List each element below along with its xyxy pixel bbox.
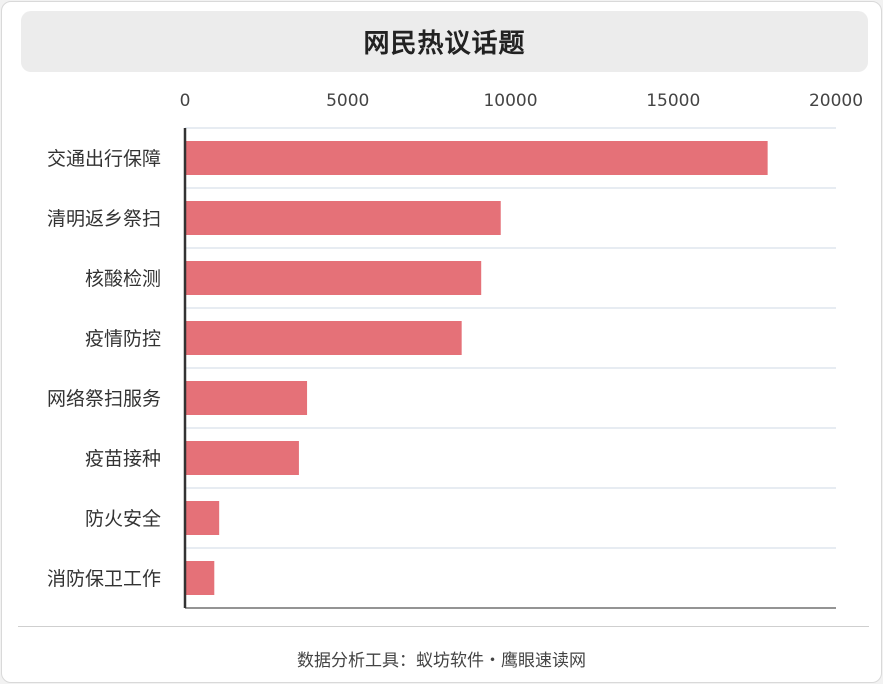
x-tick-label: 0 — [180, 91, 191, 111]
category-label: 网络祭扫服务 — [47, 388, 161, 410]
category-label: 疫情防控 — [85, 328, 161, 350]
bar — [185, 441, 299, 475]
bar — [185, 201, 501, 235]
bar — [185, 321, 462, 355]
title-bar: 网民热议话题 — [21, 11, 868, 72]
category-label: 防火安全 — [85, 508, 161, 530]
footer-divider — [18, 626, 869, 627]
x-tick-label: 5000 — [326, 91, 369, 111]
x-tick-label: 15000 — [646, 91, 700, 111]
category-label: 消防保卫工作 — [47, 568, 161, 590]
x-tick-label: 10000 — [483, 91, 537, 111]
bar — [185, 141, 768, 175]
x-tick-label: 20000 — [809, 91, 863, 111]
bar — [185, 501, 220, 535]
category-label: 核酸检测 — [85, 268, 161, 290]
category-label: 交通出行保障 — [47, 148, 161, 170]
category-label: 清明返乡祭扫 — [47, 208, 161, 230]
footer-source: 数据分析工具：蚁坊软件・鹰眼速读网 — [297, 651, 586, 671]
category-label: 疫苗接种 — [85, 448, 161, 470]
bar — [185, 261, 482, 295]
bar — [185, 561, 215, 595]
chart-title: 网民热议话题 — [363, 29, 526, 59]
bar — [185, 381, 308, 415]
